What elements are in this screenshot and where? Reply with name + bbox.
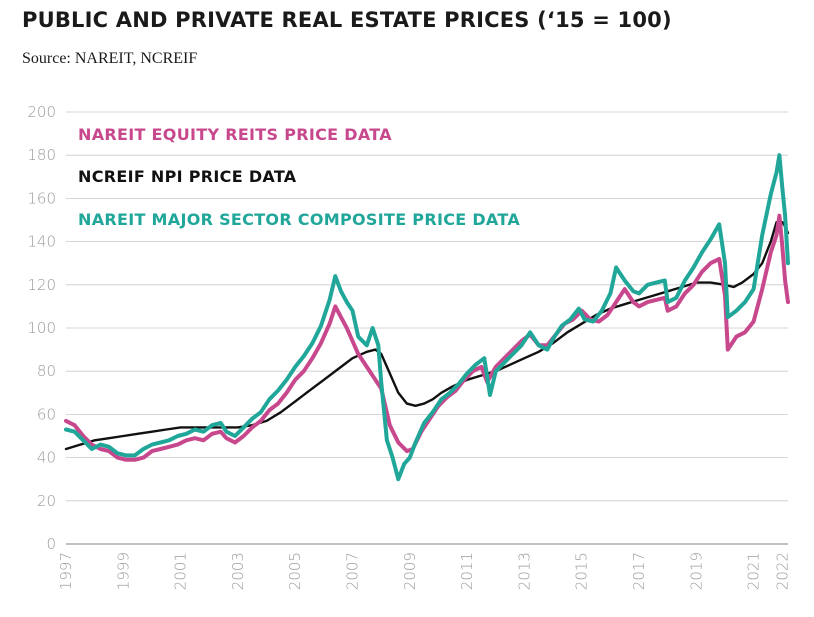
y-tick-label: 160 (27, 189, 56, 207)
y-tick-label: 20 (37, 492, 56, 510)
x-tick-label: 1999 (114, 552, 132, 590)
grid-lines (66, 111, 788, 545)
y-axis-ticks: 0 20 40 60 80 100 120 140 160 180 200 (27, 103, 56, 553)
x-tick-label: 2003 (229, 552, 247, 590)
chart-title: PUBLIC AND PRIVATE REAL ESTATE PRICES (‘… (22, 8, 672, 32)
y-tick-label: 140 (27, 233, 56, 251)
y-tick-label: 60 (37, 405, 56, 423)
x-tick-label: 2013 (515, 552, 533, 590)
y-tick-label: 80 (37, 362, 56, 380)
x-tick-label: 2021 (745, 552, 763, 590)
legend-entry-2: NAREIT MAJOR SECTOR COMPOSITE PRICE DATA (78, 210, 520, 229)
series-line-0 (64, 213, 790, 462)
series-lines (64, 153, 790, 482)
y-tick-label: 180 (27, 146, 56, 164)
x-tick-label: 2001 (172, 552, 190, 590)
x-tick-label: 2007 (344, 552, 362, 590)
legend-entry-1: NCREIF NPI PRICE DATA (78, 167, 297, 186)
x-axis-ticks: 1997 1999 2001 2003 2005 2007 2009 2011 2013 2015… (57, 552, 791, 590)
x-tick-label: 2022 (773, 552, 791, 590)
x-tick-label: 2009 (401, 552, 419, 590)
y-tick-label: 120 (27, 276, 56, 294)
chart-subtitle: Source: NAREIT, NCREIF (22, 50, 198, 67)
y-tick-label: 100 (27, 319, 56, 337)
y-tick-label: 200 (27, 103, 56, 121)
y-tick-label: 0 (46, 535, 56, 553)
x-tick-label: 1997 (57, 552, 75, 590)
x-tick-label: 2017 (630, 552, 648, 590)
x-tick-label: 2011 (458, 552, 476, 590)
series-line-2 (64, 153, 790, 482)
y-tick-label: 40 (37, 449, 56, 467)
x-tick-label: 2019 (687, 552, 705, 590)
series-line-1 (64, 221, 790, 451)
legend: NAREIT EQUITY REITS PRICE DATA NCREIF NPI… (78, 125, 520, 229)
legend-entry-0: NAREIT EQUITY REITS PRICE DATA (78, 125, 392, 144)
x-tick-label: 2005 (286, 552, 304, 590)
x-tick-label: 2015 (573, 552, 591, 590)
